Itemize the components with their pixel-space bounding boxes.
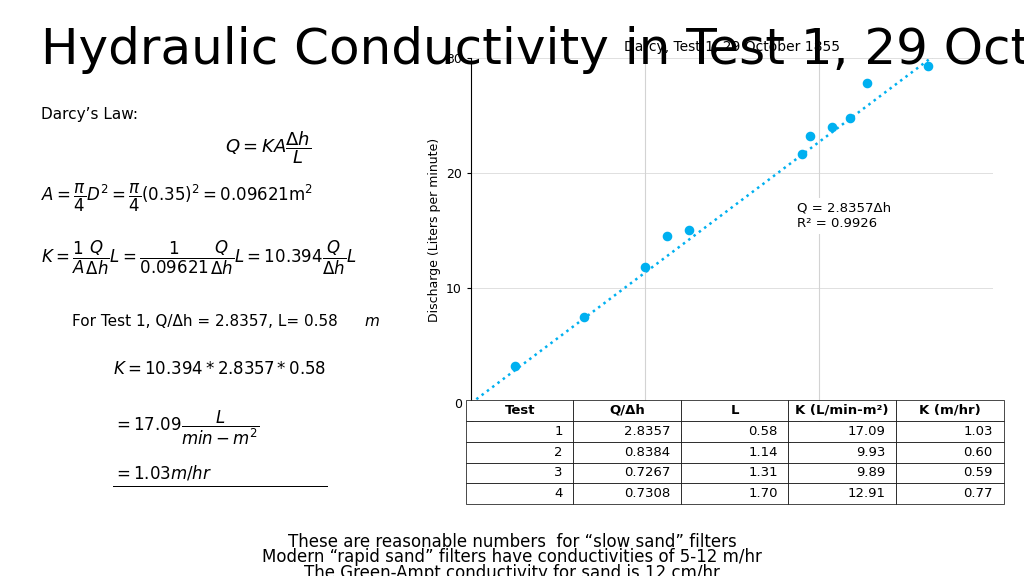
Text: $K =  10.394 * 2.8357  * 0.58$: $K = 10.394 * 2.8357 * 0.58$ xyxy=(113,360,326,378)
Point xyxy=(637,263,653,272)
Point xyxy=(859,78,876,88)
Point xyxy=(824,122,841,131)
Text: Hydraulic Conductivity in Test 1, 29 Oct 1855: Hydraulic Conductivity in Test 1, 29 Oct… xyxy=(41,26,1024,74)
Text: $m$: $m$ xyxy=(364,314,379,329)
Point xyxy=(842,113,858,122)
Text: $= 1.03m/hr$: $= 1.03m/hr$ xyxy=(113,464,212,483)
Text: Darcy’s Law:: Darcy’s Law: xyxy=(41,107,138,122)
Title: Darcy, Test 1, 29 October 1855: Darcy, Test 1, 29 October 1855 xyxy=(625,40,840,54)
Text: For Test 1, Q/Δh = 2.8357, L= 0.58: For Test 1, Q/Δh = 2.8357, L= 0.58 xyxy=(72,314,338,329)
Point xyxy=(920,61,936,70)
Text: $K = \dfrac{1}{A}\dfrac{Q}{\Delta h}L = \dfrac{1}{0.09621}\dfrac{Q}{\Delta h}L =: $K = \dfrac{1}{A}\dfrac{Q}{\Delta h}L = … xyxy=(41,239,356,277)
Point xyxy=(658,232,675,241)
Text: $= 17.09\dfrac{L}{min - m^2}$: $= 17.09\dfrac{L}{min - m^2}$ xyxy=(113,409,259,448)
Text: Q = 2.8357Δh
R² = 0.9926: Q = 2.8357Δh R² = 0.9926 xyxy=(798,202,892,230)
Text: Modern “rapid sand” filters have conductivities of 5-12 m/hr: Modern “rapid sand” filters have conduct… xyxy=(262,548,762,566)
Y-axis label: Discharge (Liters per minute): Discharge (Liters per minute) xyxy=(428,138,440,323)
Text: $Q = KA\dfrac{\Delta h}{L}$: $Q = KA\dfrac{\Delta h}{L}$ xyxy=(225,130,311,166)
Text: These are reasonable numbers  for “slow sand” filters: These are reasonable numbers for “slow s… xyxy=(288,533,736,551)
Point xyxy=(507,362,523,371)
Point xyxy=(680,226,696,235)
Point xyxy=(803,131,819,141)
Point xyxy=(794,150,810,159)
Text: $A = \dfrac{\pi}{4}D^2=\dfrac{\pi}{4}(0.35)^2 = 0.09621\mathrm{m}^2$: $A = \dfrac{\pi}{4}D^2=\dfrac{\pi}{4}(0.… xyxy=(41,181,313,214)
Point xyxy=(575,312,592,321)
Text: The Green-Ampt conductivity for sand is 12 cm/hr: The Green-Ampt conductivity for sand is … xyxy=(304,564,720,576)
X-axis label: Pressure head(m): Pressure head(m) xyxy=(671,431,794,445)
